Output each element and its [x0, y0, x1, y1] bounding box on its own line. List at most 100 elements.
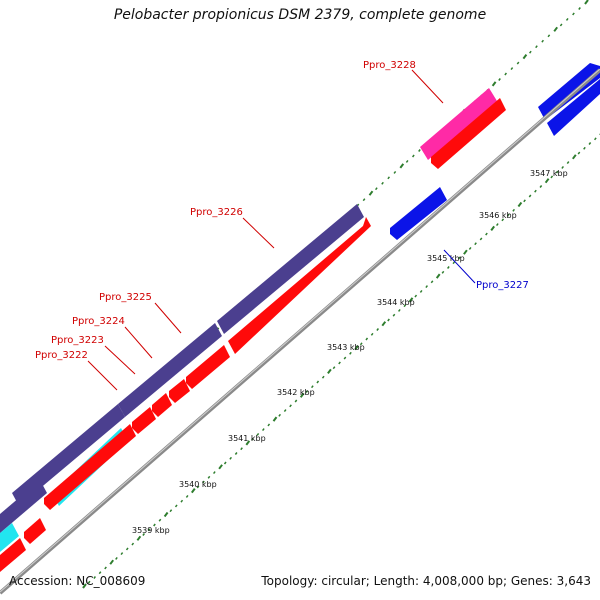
inner-tick-71	[468, 246, 472, 250]
inner-tick-7	[120, 552, 124, 556]
gene-reverse-f-feature[interactable]	[24, 518, 46, 544]
gene-ppro-3221-feature[interactable]	[0, 523, 19, 552]
outer-tick-84	[516, 61, 520, 65]
inner-tick-13	[153, 523, 156, 527]
inner-tick-62	[419, 289, 423, 293]
outer-tick-94	[578, 7, 581, 10]
gene-label-ppro-3224[interactable]: Ppro_3224	[72, 316, 125, 327]
gene-reverse-a-feature[interactable]	[186, 345, 230, 389]
inner-tick-45	[327, 368, 332, 374]
inner-tick-15	[163, 511, 169, 518]
inner-tick-20	[191, 488, 196, 494]
outer-tick-90	[553, 26, 559, 32]
gene-forward-partial-feature[interactable]	[0, 480, 47, 533]
inner-tick-37	[283, 409, 287, 413]
outer-tick-83	[510, 67, 514, 71]
inner-tick-92	[583, 146, 586, 150]
gene-ppro-3226-reverse-feature[interactable]	[228, 217, 371, 354]
inner-tick-24	[213, 471, 216, 475]
gene-ppro-3228-feature[interactable]	[420, 88, 497, 160]
inner-tick-14	[158, 518, 162, 522]
inner-tick-9	[131, 542, 135, 546]
inner-tick-67	[447, 266, 450, 269]
gene-blue-upper-a-feature[interactable]	[538, 63, 600, 120]
inner-tick-91	[577, 151, 581, 155]
inner-tick-27	[229, 456, 232, 460]
inner-tick-59	[403, 304, 407, 308]
gene-label-ppro-3226[interactable]: Ppro_3226	[190, 207, 243, 218]
inner-tick-88	[561, 165, 565, 169]
inner-tick-56	[387, 318, 390, 322]
inner-tick-89	[566, 161, 570, 165]
outer-tick-65	[399, 163, 405, 169]
accession-label: Accession: NC_008609	[9, 574, 146, 588]
inner-tick-6	[115, 556, 118, 560]
gene-blue-upper-b-feature[interactable]	[547, 79, 600, 136]
scale-label-3547: 3547 kbp	[530, 169, 568, 178]
inner-tick-90	[571, 154, 577, 160]
inner-tick-31	[251, 437, 254, 441]
outer-tick-86	[528, 50, 532, 54]
inner-tick-8	[125, 547, 129, 551]
inner-tick-55	[381, 321, 387, 327]
inner-tick-21	[196, 485, 200, 489]
inner-tick-87	[555, 170, 559, 174]
gene-reverse-g-feature[interactable]	[0, 538, 26, 572]
gene-ppro-3225-feature[interactable]	[118, 323, 222, 417]
inner-tick-57	[392, 313, 396, 317]
gene-reverse-e-feature[interactable]	[44, 424, 136, 510]
inner-tick-70	[463, 249, 468, 255]
gene-label-ppro-3223[interactable]: Ppro_3223	[51, 335, 104, 346]
inner-tick-26	[223, 461, 227, 465]
inner-tick-50	[354, 345, 359, 351]
inner-tick-80	[517, 201, 523, 208]
inner-tick-85	[544, 178, 550, 184]
inner-tick-42	[311, 385, 314, 389]
scale-label-3542: 3542 kbp	[277, 388, 315, 397]
inner-tick-65	[435, 273, 441, 279]
inner-tick-63	[425, 285, 428, 289]
inner-tick-10	[136, 535, 142, 541]
inner-tick-61	[414, 294, 418, 298]
gene-reverse-c-feature[interactable]	[152, 393, 172, 417]
inner-tick-32	[256, 432, 260, 436]
inner-tick-43	[316, 380, 320, 384]
inner-tick-68	[452, 261, 456, 265]
scale-label-group: 3539 kbp 3540 kbp 3541 kbp 3542 kbp 3543…	[132, 169, 568, 535]
map-title: Pelobacter propionicus DSM 2379, complet…	[113, 7, 487, 23]
inner-tick-39	[294, 399, 298, 403]
gene-reverse-d-feature[interactable]	[132, 407, 156, 434]
gene-reverse-b-feature[interactable]	[169, 379, 190, 403]
outer-tick-88	[541, 39, 545, 43]
outer-tick-67	[412, 154, 415, 158]
gene-ppro-3227-feature[interactable]	[390, 187, 447, 240]
gene-label-ppro-3225[interactable]: Ppro_3225	[99, 292, 152, 303]
inner-tick-34	[267, 423, 271, 427]
genome-summary-label: Topology: circular; Length: 4,008,000 bp…	[261, 574, 591, 588]
outer-tick-93	[572, 12, 575, 16]
gene-label-ppro-3227[interactable]: Ppro_3227	[476, 280, 529, 291]
inner-tick-22	[202, 480, 205, 484]
inner-tick-23	[207, 475, 211, 479]
inner-tick-17	[174, 504, 178, 508]
inner-tick-69	[457, 256, 461, 260]
inner-tick-25	[218, 464, 223, 470]
inner-tick-35	[272, 416, 278, 422]
leader-ppro-3227	[443, 249, 476, 284]
inner-tick-0	[82, 583, 87, 589]
inner-tick-40	[299, 392, 305, 398]
inner-tick-4	[104, 566, 107, 570]
outer-tick-81	[498, 78, 501, 81]
outer-tick-89	[547, 34, 551, 38]
inner-tick-83	[534, 189, 537, 193]
outer-tick-62	[381, 181, 384, 185]
inner-tick-12	[147, 528, 151, 532]
gene-ppro-3228-reverse-feature[interactable]	[431, 98, 506, 169]
gene-ppro-3226-feature[interactable]	[217, 204, 364, 334]
scale-label-3546: 3546 kbp	[479, 211, 517, 220]
gene-label-ppro-3222[interactable]: Ppro_3222	[35, 350, 88, 361]
outer-tick-68	[418, 149, 421, 152]
scale-label-3541: 3541 kbp	[228, 434, 266, 443]
gene-label-ppro-3228[interactable]: Ppro_3228	[363, 60, 416, 71]
